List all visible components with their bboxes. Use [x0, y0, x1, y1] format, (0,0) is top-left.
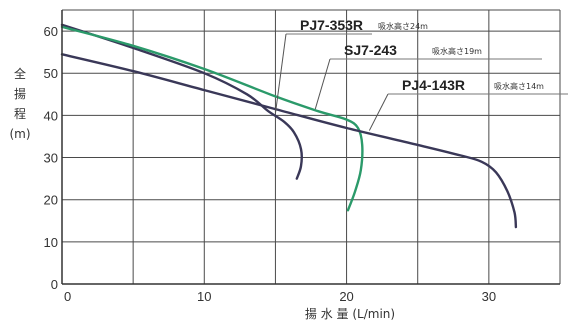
- series-leader: [274, 33, 287, 114]
- y-tick-label: 0: [51, 277, 58, 292]
- x-tick-label: 10: [197, 289, 211, 304]
- series-leader: [368, 93, 389, 131]
- x-tick-label: 20: [339, 289, 353, 304]
- series-leader: [314, 58, 331, 110]
- x-tick-label: 30: [482, 289, 496, 304]
- series-line: [60, 53, 518, 229]
- x-axis-label: 揚 水 量 (L/min): [305, 307, 395, 321]
- series-name-label: SJ7-243: [344, 42, 397, 58]
- axes: 0 10 20 30 40 50 60 0 10 20 30 揚 水 量 (L/min) 全揚程(m): [9, 10, 560, 321]
- series-line: [60, 23, 303, 180]
- series-note-label: 吸水高さ24m: [378, 21, 428, 31]
- y-axis-label: 全揚程(m): [9, 66, 30, 141]
- series-labels: PJ7-353R 吸水高さ24m SJ7-243 吸水高さ19m PJ4-143R 吸水高…: [300, 17, 544, 93]
- y-tick-label: 50: [44, 66, 58, 81]
- y-tick-label: 20: [44, 193, 58, 208]
- series-note-label: 吸水高さ14m: [494, 81, 544, 91]
- series-name-label: PJ4-143R: [402, 77, 465, 93]
- series-note-label: 吸水高さ19m: [432, 46, 482, 56]
- series-name-label: PJ7-353R: [300, 17, 363, 33]
- y-tick-label: 40: [44, 108, 58, 123]
- grid-lines: [61, 9, 561, 284]
- series-line: [60, 25, 364, 212]
- x-tick-label: 0: [64, 289, 71, 304]
- y-tick-label: 30: [44, 151, 58, 166]
- y-tick-label: 60: [44, 24, 58, 39]
- series-curves: [60, 23, 518, 229]
- series-leaders: [274, 33, 568, 131]
- y-tick-label: 10: [44, 235, 58, 250]
